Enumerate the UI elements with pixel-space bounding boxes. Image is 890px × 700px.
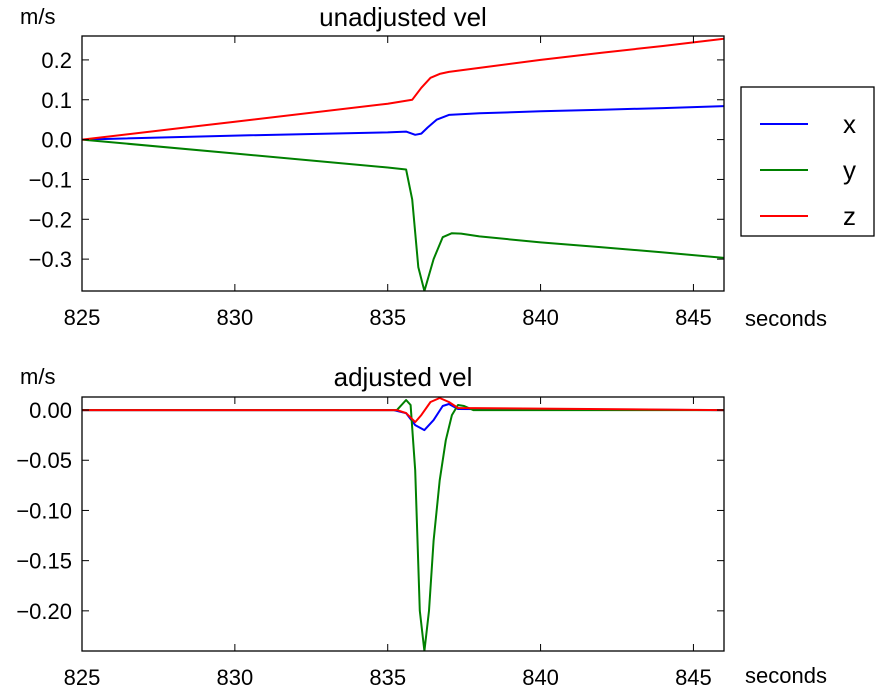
y-tick-label: −0.1 xyxy=(29,167,72,192)
x-tick-label: 845 xyxy=(675,665,712,690)
x-tick-label: 835 xyxy=(369,665,406,690)
y-tick-label: 0.2 xyxy=(41,48,72,73)
panel-2: 825 830 835 840 845 0.00 −0.05 −0.10 −0.15 −0.20 a… xyxy=(16,362,827,690)
series-line-x xyxy=(82,105,724,141)
legend-label-z: z xyxy=(843,201,856,231)
x-tick-label: 830 xyxy=(216,305,253,330)
y-tick-label: −0.20 xyxy=(16,599,72,624)
y-axis-unit: m/s xyxy=(20,364,55,389)
series-line-z xyxy=(82,397,724,424)
y-tick-label: −0.15 xyxy=(16,549,72,574)
chart-title: adjusted vel xyxy=(334,362,473,392)
plot-frame xyxy=(81,396,725,652)
legend: xyz xyxy=(740,86,875,237)
series-line-z xyxy=(82,37,724,141)
y-tick-label: 0.1 xyxy=(41,88,72,113)
x-tick-label: 835 xyxy=(369,305,406,330)
y-tick-label: 0.00 xyxy=(29,398,72,423)
y-tick-label: 0.0 xyxy=(41,128,72,153)
series-line-y xyxy=(82,399,724,651)
x-axis-label: seconds xyxy=(745,306,827,331)
y-tick-label: −0.2 xyxy=(29,207,72,232)
legend-label-x: x xyxy=(843,109,856,139)
y-axis-unit: m/s xyxy=(20,4,55,29)
x-tick-label: 840 xyxy=(522,305,559,330)
y-tick-label: −0.05 xyxy=(16,448,72,473)
x-tick-label: 840 xyxy=(522,665,559,690)
legend-box xyxy=(740,86,875,237)
x-tick-label: 825 xyxy=(64,665,101,690)
series-line-y xyxy=(82,138,724,291)
panel-1: 825 830 835 840 845 0.2 0.1 0.0 −0.1 −0.2 −0.3 unad… xyxy=(20,2,875,331)
y-tick-label: −0.10 xyxy=(16,498,72,523)
x-tick-label: 825 xyxy=(64,305,101,330)
legend-label-y: y xyxy=(843,155,856,185)
series-line-x xyxy=(82,403,724,432)
plot-frame xyxy=(81,35,725,292)
x-tick-label: 830 xyxy=(216,665,253,690)
chart-title: unadjusted vel xyxy=(319,2,487,32)
y-tick-label: −0.3 xyxy=(29,247,72,272)
x-axis-label: seconds xyxy=(745,663,827,688)
x-tick-label: 845 xyxy=(675,305,712,330)
